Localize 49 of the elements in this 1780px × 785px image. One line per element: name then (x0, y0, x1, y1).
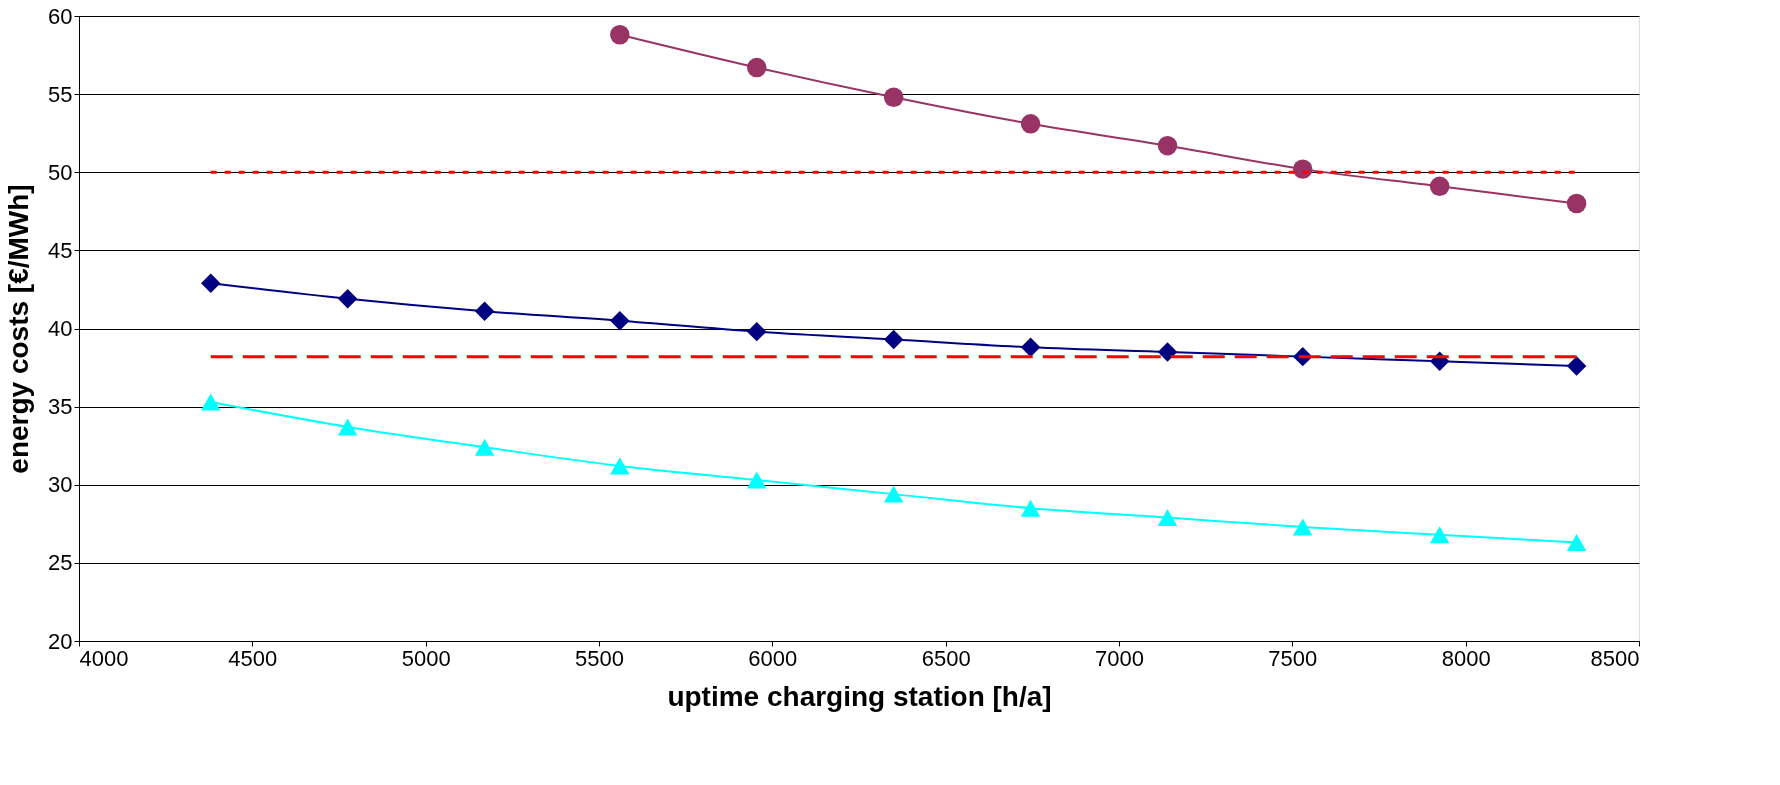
point (883, 485, 904, 503)
x-tick-label: 8000 (1441, 645, 1491, 671)
y-tick-label: 50 (48, 159, 73, 185)
x-tick-label: 8500 (1590, 645, 1640, 671)
x-tick-label: 5000 (401, 645, 451, 671)
y-tick-label: 55 (48, 81, 73, 107)
point (1566, 356, 1587, 376)
x-tick-label: 6000 (748, 645, 798, 671)
point (610, 25, 630, 45)
point (337, 289, 358, 309)
y-tick-label: 40 (48, 316, 73, 341)
y-tick-label: 60 (48, 3, 73, 29)
point (1157, 509, 1178, 526)
point (746, 57, 767, 78)
y-tick-label: 20 (48, 628, 73, 654)
point (746, 471, 767, 489)
point (1429, 526, 1450, 544)
point (1429, 176, 1450, 197)
y-tick-label: 30 (48, 472, 73, 498)
y-tick-label: 25 (48, 550, 73, 576)
x-axis-title: uptime charging station [h/a] (667, 680, 1052, 712)
point (337, 418, 358, 436)
point (1020, 499, 1041, 517)
y-tick-label: 35 (48, 394, 73, 420)
x-tick-label: 4000 (79, 645, 129, 671)
point (1157, 342, 1178, 362)
point (1020, 337, 1041, 357)
point (1566, 534, 1587, 551)
point (746, 321, 767, 342)
point (474, 301, 495, 322)
point (1157, 135, 1178, 156)
point (610, 457, 630, 475)
point (200, 393, 221, 411)
point (1292, 518, 1313, 536)
point (1292, 159, 1313, 179)
x-tick-label: 4500 (228, 645, 278, 671)
point (610, 310, 630, 331)
x-tick-label: 7000 (1095, 645, 1144, 671)
point (1020, 114, 1041, 134)
point (200, 273, 221, 293)
point (1566, 193, 1587, 214)
x-tick-label: 5500 (575, 645, 624, 671)
y-axis-title: energy costs [€/MWh] (3, 184, 35, 474)
point (883, 329, 904, 350)
point (474, 438, 495, 456)
x-tick-label: 7500 (1268, 645, 1318, 671)
point (883, 87, 904, 107)
x-tick-label: 6500 (921, 645, 971, 671)
y-tick-label: 45 (48, 237, 73, 263)
